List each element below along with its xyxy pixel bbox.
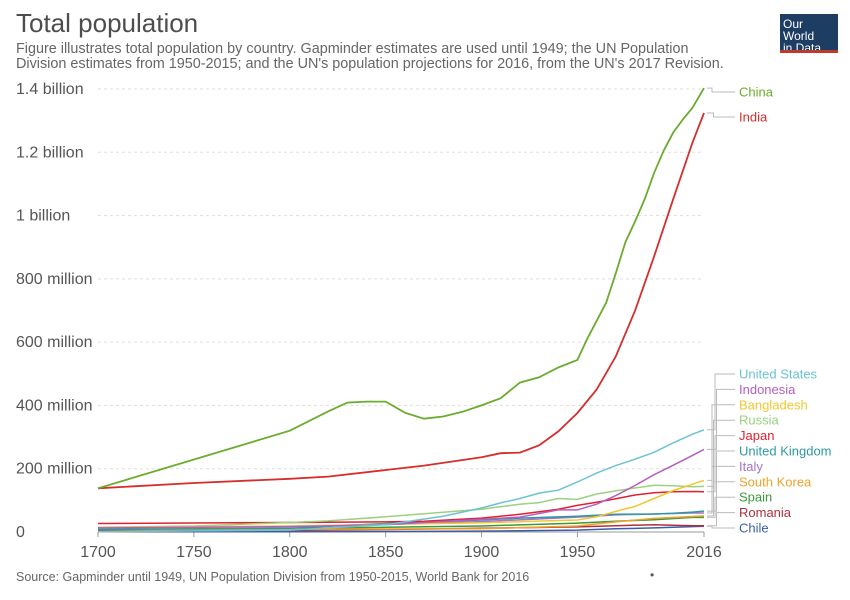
x-tick-label: 1950 bbox=[560, 544, 596, 561]
label-connector bbox=[707, 496, 735, 518]
series-line-russia[interactable] bbox=[97, 484, 705, 529]
series-label-united-kingdom[interactable]: United Kingdom bbox=[739, 444, 832, 459]
label-connector bbox=[707, 450, 735, 512]
label-connector bbox=[707, 112, 735, 118]
footer-dot: • bbox=[650, 568, 655, 582]
y-tick-label: 0 bbox=[16, 524, 25, 541]
series-line-romania[interactable] bbox=[97, 523, 704, 532]
series-label-indonesia[interactable]: Indonesia bbox=[739, 382, 796, 397]
series-line-japan[interactable] bbox=[97, 490, 705, 525]
owid-logo[interactable]: Our World in Data bbox=[780, 14, 838, 54]
series-label-romania[interactable]: Romania bbox=[739, 505, 792, 520]
x-tick-label: 1900 bbox=[464, 544, 500, 561]
y-tick-label: 400 million bbox=[16, 397, 92, 414]
series-label-united-states[interactable]: United States bbox=[739, 367, 818, 382]
chart-title: Total population bbox=[16, 8, 199, 38]
series-label-spain[interactable]: Spain bbox=[739, 490, 772, 505]
y-tick-label: 1.4 billion bbox=[16, 81, 84, 98]
series-labels: China India United StatesIndonesiaBanglade… bbox=[707, 85, 832, 536]
grid-lines bbox=[98, 88, 704, 533]
series-line-india[interactable] bbox=[97, 112, 705, 490]
label-connector bbox=[707, 512, 735, 527]
series-label-south-korea[interactable]: South Korea bbox=[739, 474, 812, 489]
series-line-bangladesh[interactable] bbox=[97, 479, 705, 529]
y-tick-label: 600 million bbox=[16, 334, 92, 351]
y-axis-ticks: 0 200 million 400 million 600 million 800 mi… bbox=[16, 81, 92, 541]
source-note: Source: Gapminder until 1949, UN Populat… bbox=[16, 570, 530, 584]
y-tick-label: 1.2 billion bbox=[16, 144, 84, 161]
series-line-china[interactable] bbox=[97, 87, 705, 490]
series-label-india[interactable]: India bbox=[739, 110, 768, 125]
series-line-indonesia[interactable] bbox=[97, 448, 705, 529]
series-line-south-korea[interactable] bbox=[97, 515, 705, 531]
series-line-united-states[interactable] bbox=[97, 429, 705, 533]
label-connector bbox=[707, 465, 735, 514]
y-tick-label: 1 billion bbox=[16, 208, 70, 225]
x-tick-label: 1750 bbox=[176, 544, 212, 561]
series-label-bangladesh[interactable]: Bangladesh bbox=[739, 397, 808, 412]
series-label-chile[interactable]: Chile bbox=[739, 521, 769, 536]
label-connector bbox=[707, 388, 735, 450]
label-connector bbox=[707, 525, 735, 529]
label-connector bbox=[707, 435, 735, 493]
x-axis-ticks: 1700 1750 1800 1850 1900 1950 2016 bbox=[80, 532, 722, 561]
label-connector bbox=[707, 419, 735, 487]
label-connector bbox=[707, 373, 735, 431]
series-label-japan[interactable]: Japan bbox=[739, 428, 774, 443]
x-tick-label: 1850 bbox=[368, 544, 404, 561]
label-connector bbox=[707, 404, 735, 481]
logo-line1: Our World bbox=[783, 17, 815, 43]
series-lines bbox=[97, 87, 705, 533]
label-connector bbox=[707, 87, 735, 93]
x-tick-label: 2016 bbox=[686, 544, 722, 561]
series-label-italy[interactable]: Italy bbox=[739, 459, 763, 474]
series-label-russia[interactable]: Russia bbox=[739, 413, 780, 428]
series-label-china[interactable]: China bbox=[739, 85, 774, 100]
y-tick-label: 800 million bbox=[16, 271, 92, 288]
x-tick-label: 1800 bbox=[272, 544, 308, 561]
x-tick-label: 1700 bbox=[80, 544, 116, 561]
series-line-chile[interactable] bbox=[98, 525, 705, 533]
label-connector bbox=[707, 481, 735, 517]
y-tick-label: 200 million bbox=[16, 461, 92, 478]
chart-subtitle: Figure illustrates total population by c… bbox=[16, 41, 724, 72]
